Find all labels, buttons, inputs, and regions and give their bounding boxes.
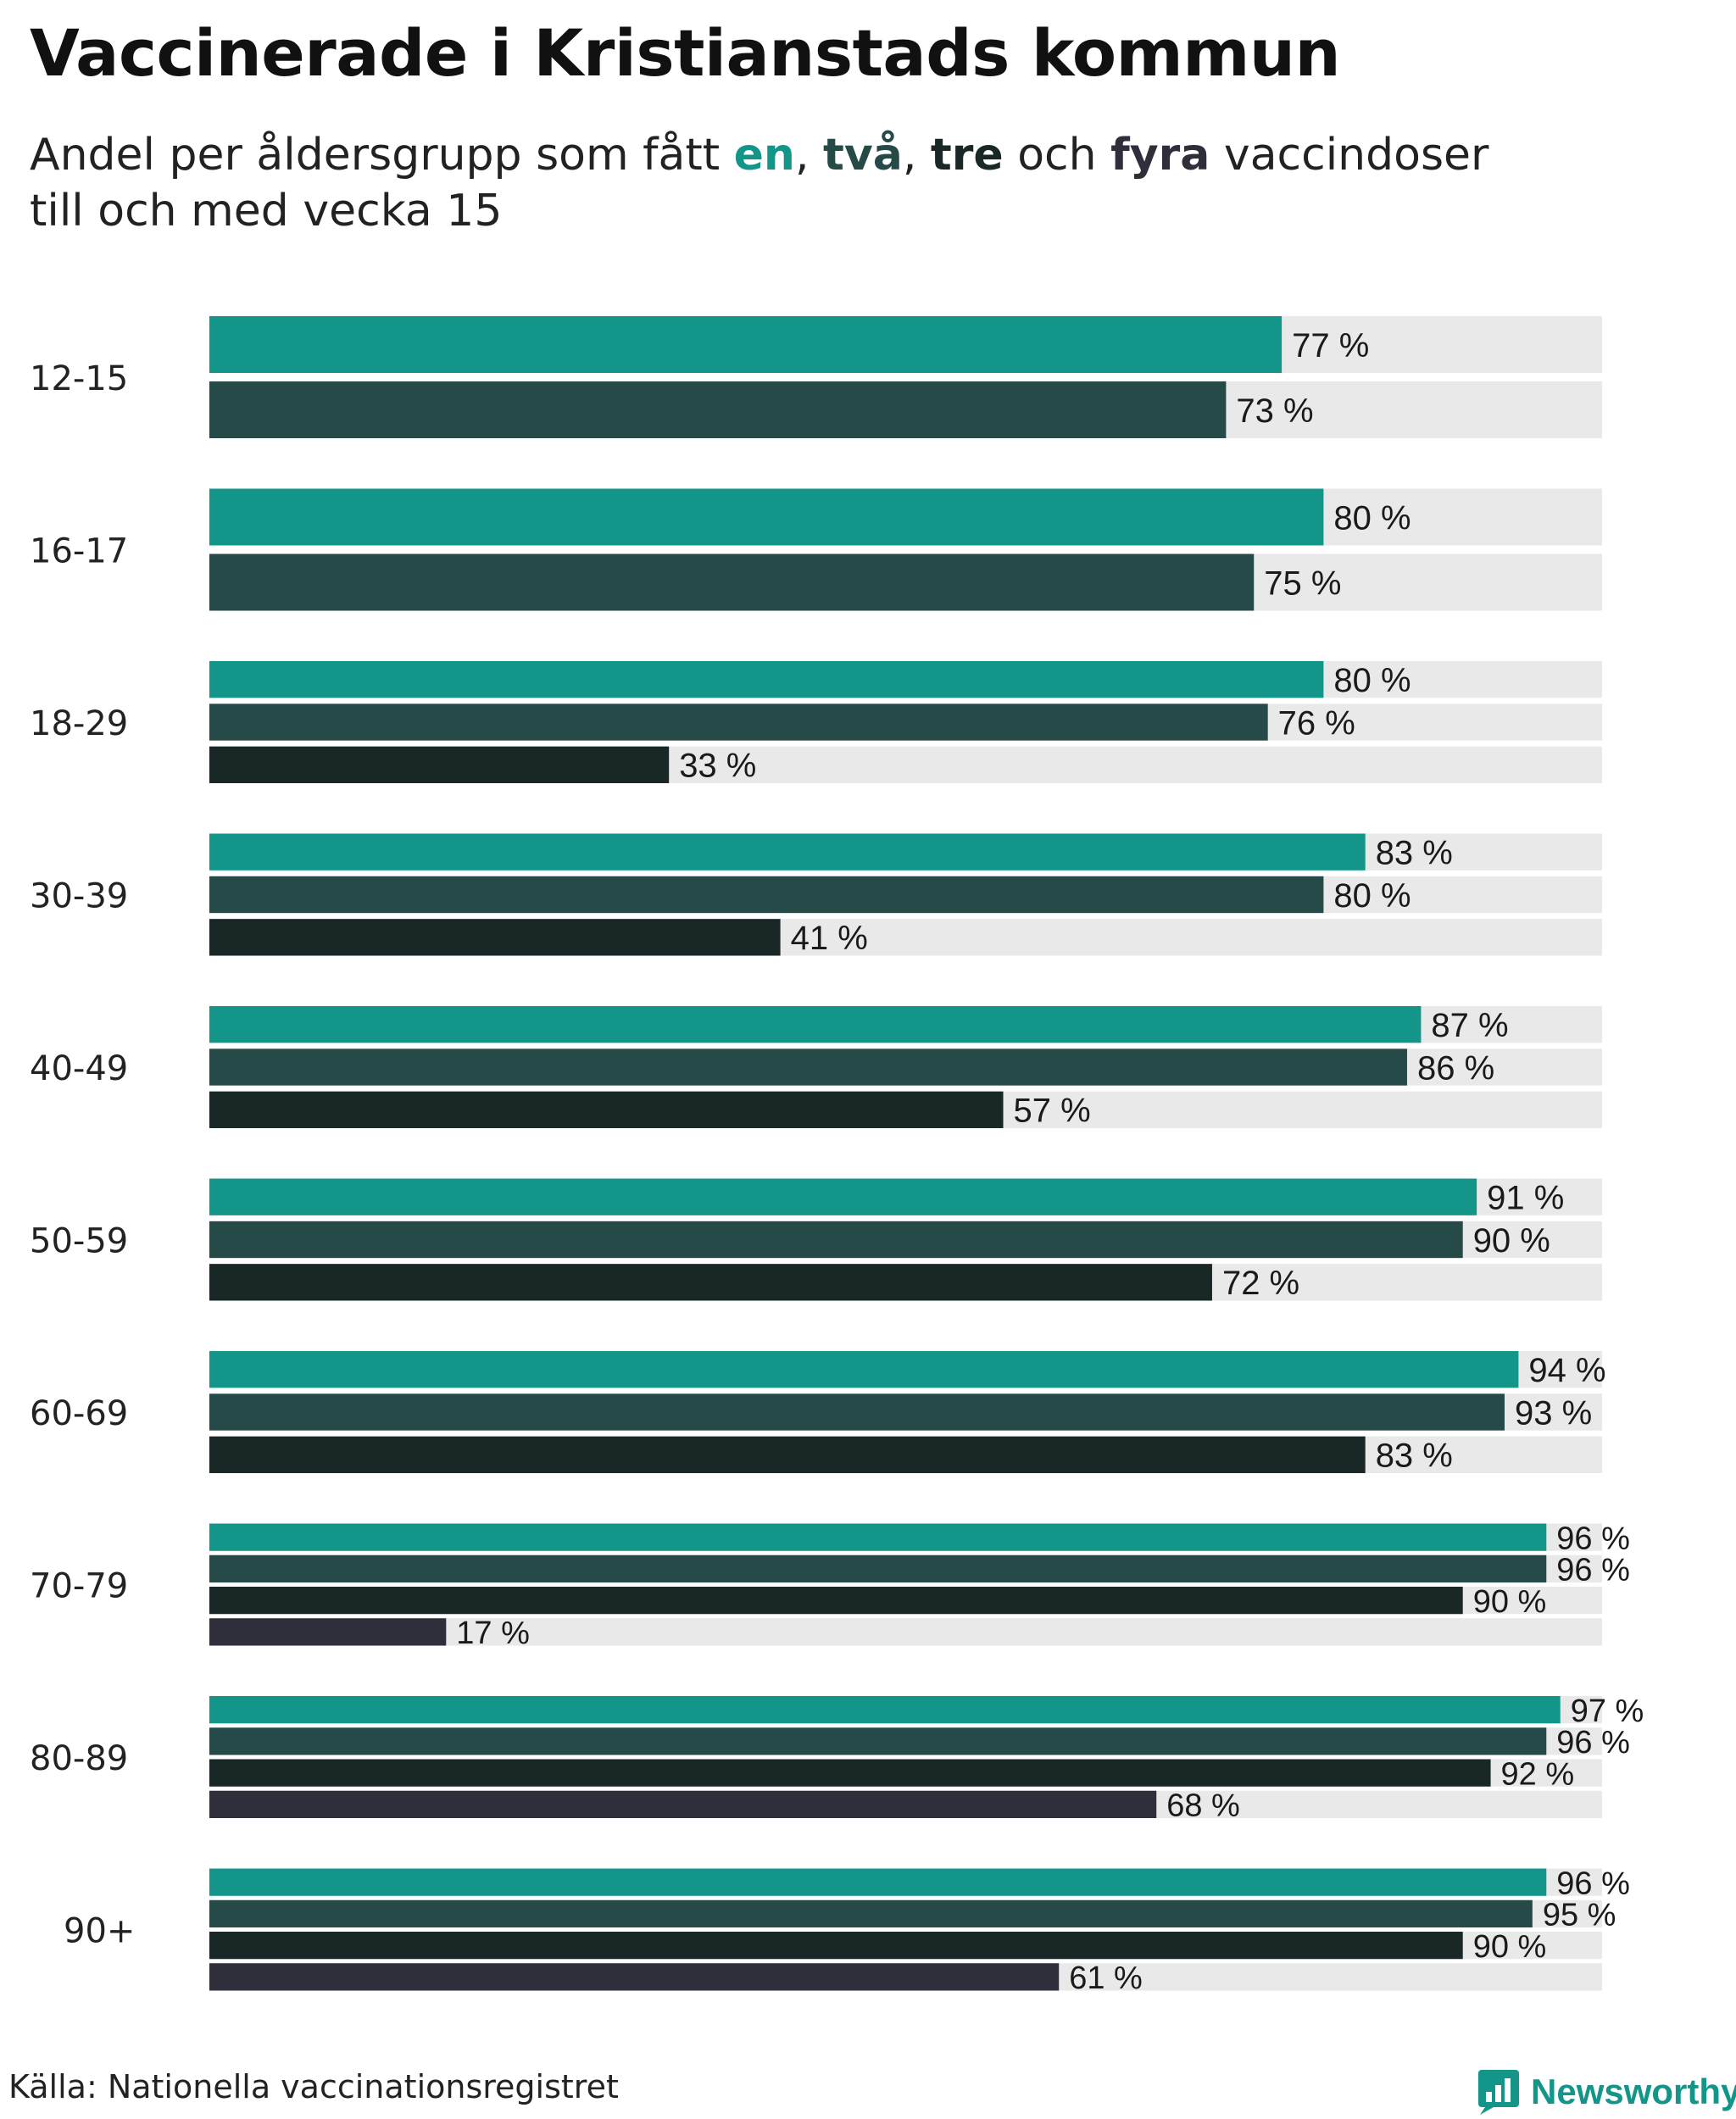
category-label: 16-17 (30, 532, 128, 571)
category-label: 70-79 (30, 1567, 128, 1606)
bar (209, 1868, 1547, 1896)
bar (209, 704, 1268, 741)
data-label: 80 % (1333, 662, 1410, 699)
data-label: 73 % (1236, 392, 1313, 430)
bar (209, 1963, 1060, 1991)
chart-subtitle: Andel per åldersgrupp som fått en, två, … (30, 127, 1640, 239)
bar (209, 876, 1324, 914)
data-label: 68 % (1166, 1788, 1240, 1824)
data-label: 80 % (1333, 877, 1410, 915)
bar (209, 1436, 1366, 1473)
data-label: 57 % (1014, 1093, 1091, 1130)
bar (209, 1618, 447, 1646)
bar (209, 1790, 1157, 1818)
bar (209, 1759, 1491, 1787)
bar-chart: 12-15 77 % 73 % 16-17 80 % 75 % 18-29 80 % 76 % 3… (30, 316, 1644, 1996)
data-label: 83 % (1376, 835, 1453, 872)
data-label: 33 % (679, 748, 756, 785)
bar (209, 488, 1324, 546)
category-label: 30-39 (30, 877, 128, 916)
bar (209, 1351, 1519, 1388)
bar (209, 1587, 1463, 1615)
subtitle-keyword-tre: tre (930, 130, 1004, 181)
bar (209, 1393, 1505, 1431)
data-label: 95 % (1543, 1898, 1616, 1933)
data-label: 94 % (1528, 1352, 1605, 1389)
bar (209, 1899, 1533, 1927)
data-label: 93 % (1515, 1394, 1592, 1432)
data-label: 91 % (1487, 1180, 1564, 1217)
subtitle-separator: , (902, 130, 931, 181)
subtitle-suffix: vaccindoser (1210, 130, 1489, 181)
bar (209, 1178, 1477, 1215)
data-label: 90 % (1473, 1584, 1547, 1620)
data-label: 75 % (1264, 565, 1341, 602)
data-label: 72 % (1222, 1265, 1299, 1302)
source-note: Källa: Nationella vaccinationsregistret (8, 2068, 619, 2105)
data-label: 92 % (1501, 1756, 1575, 1792)
brand-logo: Newsworthy (1477, 2068, 1736, 2116)
bar (209, 746, 670, 783)
bar (209, 1696, 1561, 1724)
bar (209, 1221, 1463, 1259)
category-label: 18-29 (30, 704, 128, 743)
data-label: 86 % (1417, 1049, 1494, 1087)
category-label: 12-15 (30, 359, 128, 398)
bar (209, 1554, 1547, 1582)
subtitle-keyword-fyra: fyra (1110, 130, 1210, 181)
category-label: 90+ (64, 1912, 135, 1951)
data-label: 83 % (1376, 1438, 1453, 1475)
data-label: 87 % (1431, 1007, 1508, 1044)
bar (209, 661, 1324, 698)
data-label: 96 % (1556, 1866, 1630, 1901)
bar (209, 1048, 1407, 1086)
subtitle-keyword-en: en (733, 130, 795, 181)
data-label: 61 % (1069, 1960, 1143, 1996)
bar (209, 919, 781, 956)
bar (209, 381, 1227, 438)
data-label: 77 % (1292, 327, 1369, 364)
data-label: 90 % (1473, 1222, 1550, 1260)
category-label: 80-89 (30, 1739, 128, 1778)
data-label: 41 % (791, 920, 868, 957)
bar (209, 1932, 1463, 1960)
chart-title: Vaccinerade i Kristianstads kommun (30, 15, 1341, 91)
subtitle-prefix: Andel per åldersgrupp som fått (30, 130, 734, 181)
bar (209, 1006, 1422, 1043)
bar (209, 1091, 1004, 1128)
newsworthy-logo-icon (1478, 2070, 1519, 2115)
data-label: 90 % (1473, 1929, 1547, 1965)
bar (209, 1727, 1547, 1755)
bar (209, 553, 1255, 611)
bar (209, 316, 1283, 373)
subtitle-line2: till och med vecka 15 (30, 186, 503, 236)
data-label: 76 % (1278, 704, 1355, 742)
data-label: 17 % (456, 1616, 530, 1651)
subtitle-separator: , (794, 130, 824, 181)
data-label: 96 % (1556, 1553, 1630, 1588)
bar (209, 833, 1366, 870)
data-label: 96 % (1556, 1725, 1630, 1760)
brand-name: Newsworthy (1531, 2072, 1736, 2111)
subtitle-connector: och (1003, 130, 1111, 181)
data-label: 96 % (1556, 1521, 1630, 1556)
data-label: 97 % (1571, 1694, 1644, 1729)
data-label: 80 % (1333, 499, 1410, 537)
bar (209, 1264, 1212, 1301)
bar (209, 1523, 1547, 1551)
category-label: 60-69 (30, 1394, 128, 1433)
subtitle-keyword-tva: två (823, 130, 903, 181)
category-label: 50-59 (30, 1222, 128, 1261)
category-label: 40-49 (30, 1049, 128, 1088)
